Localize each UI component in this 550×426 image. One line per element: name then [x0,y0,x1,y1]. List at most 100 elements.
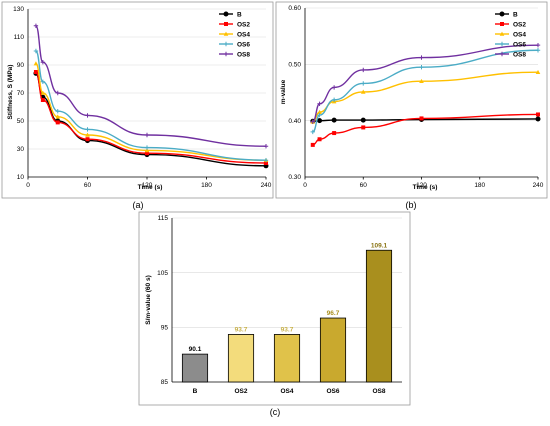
a-point-os6 [40,79,46,84]
b-point-os6 [317,112,322,118]
a-point-os2 [55,120,60,125]
a-x-tick-label: 180 [201,182,212,189]
b-point-os6 [535,48,541,53]
a-legend-marker-os2 [224,22,228,26]
b-point-b [317,118,323,124]
b-legend-label-os8: OS8 [513,51,526,58]
a-point-os8 [85,113,90,118]
b-series-line-os8 [312,44,539,123]
a-x-tick-label: 240 [261,182,272,189]
a-legend-label-b: B [237,11,242,18]
a-point-os6 [33,48,39,54]
b-legend-marker-os6 [499,41,505,47]
b-point-os8 [361,67,366,73]
a-series-line-b [35,72,267,167]
b-point-os8 [419,55,424,60]
a-series-line-os6 [35,50,267,161]
a-point-os4 [33,61,39,66]
caption-b: (b) [406,200,417,210]
b-point-b [535,116,541,122]
b-legend-label-os2: OS2 [513,21,526,28]
b-x-tick-label: 240 [533,182,544,189]
a-y-tick-label: 90 [17,62,25,69]
c-bar-b [181,353,209,383]
b-point-os4 [535,69,541,75]
b-legend-marker-os4 [499,31,505,36]
b-point-os6 [361,81,366,86]
a-y-tick-label: 50 [17,118,25,125]
b-x-tick-label: 180 [474,182,485,189]
b-point-os8 [331,85,337,90]
b-legend-marker-b [499,11,505,17]
a-legend-label-os2: OS2 [237,21,250,28]
a-legend-marker-b [223,11,229,17]
a-point-os2 [33,70,38,74]
panel-a-y-axis-title: Stiffness, S (MPa) [7,65,14,120]
a-y-tick-label: 30 [17,146,25,153]
b-point-os8 [317,101,322,106]
b-point-os6 [331,97,337,103]
panel-b-m-value-chart: 0.30 0.40 0.50 0.60 0 60 120 180 240 B OS2 OS4 OS6 O… [275,1,548,199]
c-category-label-os6: OS6 [326,388,339,395]
a-point-os4 [144,148,150,153]
c-bar-os4 [273,334,301,383]
a-x-tick-label: 120 [142,182,153,189]
b-point-os2 [310,142,315,147]
b-point-os2 [317,137,322,142]
a-legend-label-os4: OS4 [237,31,250,38]
panel-c-frame [138,211,411,406]
a-legend-label-os8: OS8 [237,51,250,58]
a-y-tick-label: 70 [17,90,25,97]
c-y-tick-label: 85 [161,379,169,386]
a-point-os2 [264,161,268,165]
b-y-tick-label: 0.30 [288,174,301,181]
caption-a: (a) [133,200,144,210]
a-point-os6 [263,158,269,163]
b-legend-marker-os8 [499,51,505,57]
c-y-tick-label: 105 [157,270,168,277]
a-point-os6 [144,145,150,150]
a-legend-label-os6: OS6 [237,41,250,48]
c-bar-value-label-b: 90.1 [189,346,202,353]
c-bar-value-label-os4: 93.7 [281,326,294,333]
b-point-os4 [317,109,322,115]
panel-b-x-axis-title: Time (s) [413,184,438,191]
a-point-os6 [55,109,60,114]
b-y-tick-label: 0.60 [288,5,301,12]
a-x-tick-label: 60 [84,182,92,189]
c-bar-value-label-os6: 96.7 [327,310,340,317]
a-point-os6 [85,127,90,132]
a-y-tick-label: 10 [17,174,25,181]
b-point-os4 [360,89,366,94]
b-y-tick-label: 0.50 [288,62,301,69]
b-legend-label-b: B [513,11,518,18]
b-y-tick-label: 0.40 [288,118,301,125]
c-bar-os8 [365,249,393,383]
a-y-tick-label: 130 [13,6,24,13]
b-point-os4 [419,78,424,84]
panel-c-ratio-bar-chart: 90.1 93.7 93.7 96.7 109.1 85 95 105 115 B OS2 OS4 O… [138,211,411,406]
b-x-tick-label: 120 [416,182,427,189]
b-series-line-os4 [312,71,539,123]
c-bar-os6 [319,317,347,383]
b-point-os6 [310,129,315,135]
a-series-line-os4 [35,62,267,161]
b-point-os6 [419,64,424,70]
c-category-label-os8: OS8 [372,388,385,395]
c-bar-os2 [227,334,255,383]
b-point-os2 [361,125,366,130]
c-y-tick-label: 95 [161,325,169,332]
a-point-os2 [40,98,45,102]
b-legend-marker-os2 [500,22,504,26]
a-point-os2 [145,151,149,156]
panel-a-x-axis-title: Time (s) [138,184,163,191]
a-point-os8 [144,132,150,138]
a-point-os8 [263,144,269,149]
b-point-os2 [536,112,540,117]
panel-a-frame [1,1,274,199]
b-legend-label-os4: OS4 [513,31,526,38]
a-point-os8 [40,60,46,65]
b-point-b [331,117,337,123]
panel-b-y-axis-title: m-value [280,79,287,104]
